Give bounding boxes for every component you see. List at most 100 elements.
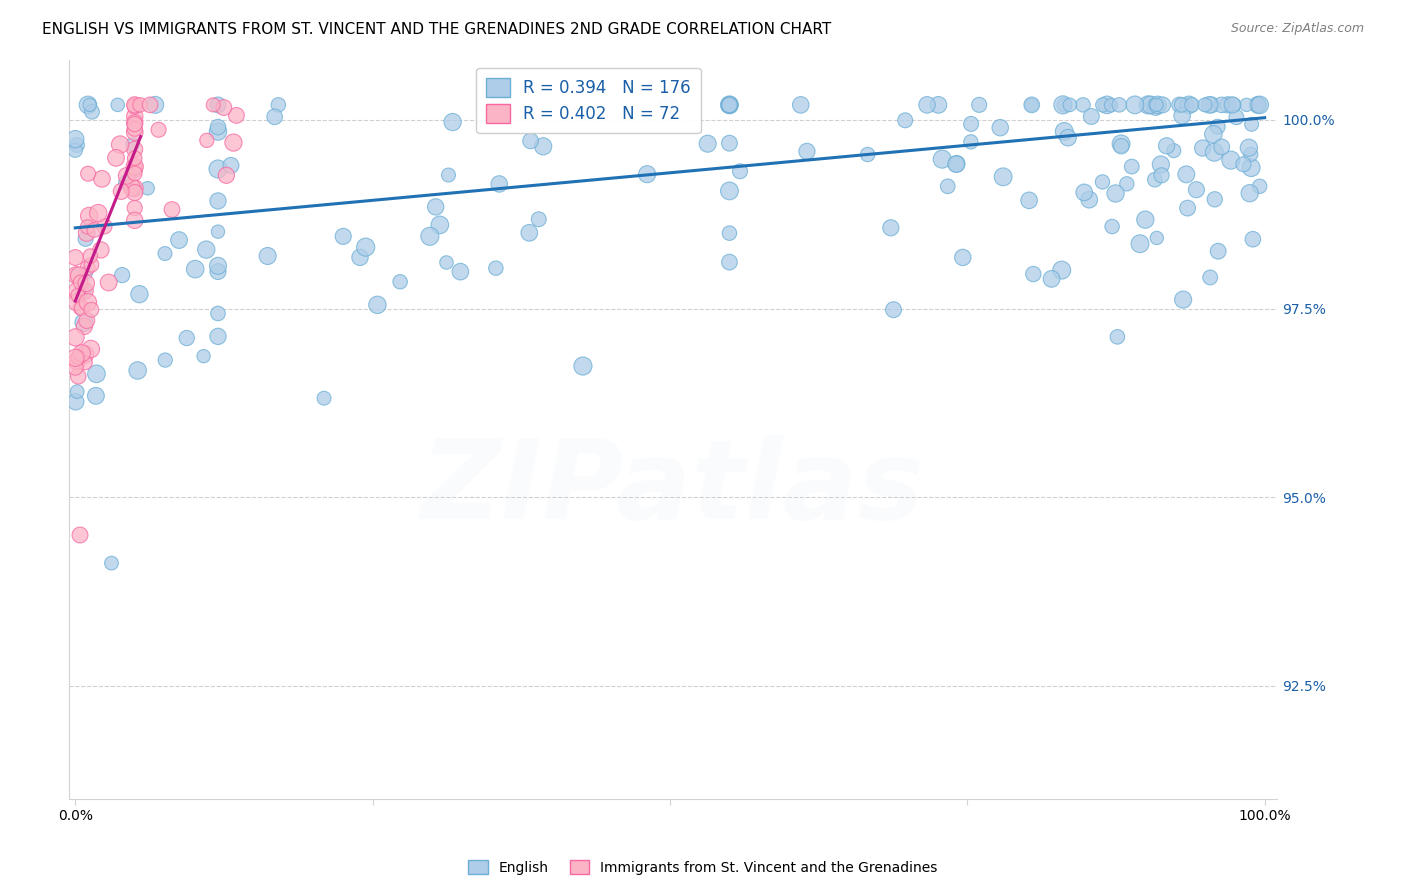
Point	[1095, 98, 1118, 112]
Point	[436, 255, 458, 269]
Point	[121, 137, 143, 152]
Point	[1146, 98, 1168, 112]
Point	[1021, 98, 1043, 112]
Point	[1204, 145, 1226, 160]
Point	[1181, 98, 1204, 112]
Point	[212, 101, 235, 115]
Point	[65, 251, 87, 265]
Text: ENGLISH VS IMMIGRANTS FROM ST. VINCENT AND THE GRENADINES 2ND GRADE CORRELATION : ENGLISH VS IMMIGRANTS FROM ST. VINCENT A…	[42, 22, 831, 37]
Point	[1185, 183, 1208, 197]
Point	[66, 354, 89, 368]
Point	[1247, 98, 1270, 112]
Text: ZIPatlas: ZIPatlas	[420, 435, 925, 542]
Point	[67, 369, 90, 384]
Point	[1123, 98, 1146, 112]
Point	[988, 120, 1011, 135]
Point	[1057, 130, 1080, 145]
Point	[124, 151, 146, 165]
Point	[1022, 267, 1045, 281]
Point	[65, 295, 87, 310]
Point	[1163, 144, 1185, 158]
Point	[945, 157, 967, 171]
Point	[73, 284, 96, 298]
Point	[207, 124, 229, 138]
Point	[256, 249, 278, 263]
Point	[1109, 139, 1132, 153]
Point	[1249, 98, 1271, 112]
Point	[73, 315, 96, 329]
Point	[80, 258, 103, 272]
Point	[389, 275, 412, 289]
Point	[1175, 98, 1198, 112]
Point	[449, 265, 471, 279]
Point	[1220, 98, 1243, 112]
Point	[139, 98, 162, 112]
Point	[67, 350, 90, 364]
Point	[960, 117, 983, 131]
Point	[1146, 98, 1168, 112]
Point	[97, 276, 120, 290]
Point	[70, 301, 93, 315]
Point	[1211, 140, 1233, 154]
Point	[1040, 272, 1063, 286]
Point	[124, 99, 146, 113]
Point	[967, 98, 990, 112]
Point	[1053, 124, 1076, 138]
Point	[176, 331, 198, 345]
Point	[202, 98, 225, 112]
Point	[488, 177, 510, 191]
Point	[1050, 263, 1073, 277]
Point	[1121, 160, 1143, 174]
Point	[124, 121, 146, 136]
Point	[718, 226, 741, 240]
Point	[572, 359, 595, 373]
Point	[927, 98, 949, 112]
Point	[349, 251, 371, 265]
Point	[124, 181, 146, 195]
Point	[527, 212, 550, 227]
Point	[83, 223, 105, 237]
Point	[128, 287, 150, 301]
Point	[80, 342, 103, 356]
Point	[1240, 147, 1263, 161]
Point	[991, 169, 1014, 184]
Point	[425, 200, 447, 214]
Point	[65, 268, 87, 283]
Point	[1206, 244, 1229, 259]
Point	[124, 186, 146, 200]
Point	[796, 145, 818, 159]
Point	[93, 219, 115, 234]
Point	[70, 346, 93, 360]
Point	[1018, 194, 1040, 208]
Point	[1206, 120, 1229, 134]
Point	[108, 137, 131, 152]
Point	[952, 251, 974, 265]
Point	[207, 306, 229, 320]
Point	[100, 556, 122, 570]
Point	[65, 143, 87, 157]
Point	[437, 168, 460, 182]
Point	[267, 98, 290, 112]
Point	[1191, 141, 1213, 155]
Point	[153, 353, 176, 368]
Point	[75, 232, 97, 246]
Point	[107, 98, 129, 112]
Point	[76, 260, 98, 275]
Point	[184, 262, 207, 277]
Point	[124, 166, 146, 180]
Point	[1211, 98, 1233, 112]
Point	[207, 259, 229, 273]
Point	[1080, 110, 1102, 124]
Point	[207, 98, 229, 112]
Point	[73, 347, 96, 361]
Point	[80, 302, 103, 317]
Point	[79, 98, 101, 112]
Point	[1202, 128, 1225, 142]
Point	[263, 110, 285, 124]
Point	[75, 356, 97, 370]
Point	[1104, 186, 1126, 201]
Point	[1144, 99, 1167, 113]
Point	[718, 136, 741, 151]
Point	[1236, 98, 1258, 112]
Point	[1152, 98, 1174, 112]
